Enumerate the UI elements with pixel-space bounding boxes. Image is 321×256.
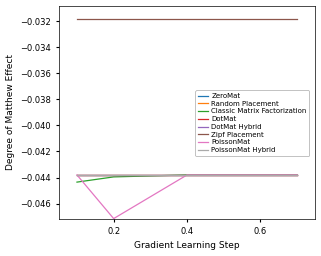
Zipf Placement <box>295 17 299 20</box>
Zipf Placement <box>112 17 116 20</box>
PoissonMat Hybrid <box>295 173 299 176</box>
Line: Classic Matrix Factorization: Classic Matrix Factorization <box>77 175 297 182</box>
PoissonMat <box>185 173 189 176</box>
PoissonMat <box>75 173 79 176</box>
ZeroMat <box>75 173 79 176</box>
Zipf Placement <box>75 17 79 20</box>
DotMat <box>185 173 189 176</box>
DotMat <box>112 173 116 176</box>
DotMat <box>75 173 79 176</box>
DotMat Hybrid <box>295 173 299 176</box>
Classic Matrix Factorization <box>75 180 79 184</box>
Classic Matrix Factorization <box>295 173 299 176</box>
Random Placement <box>75 173 79 176</box>
PoissonMat Hybrid <box>112 173 116 176</box>
Legend: ZeroMat, Random Placement, Classic Matrix Factorization, DotMat, DotMat Hybrid, : ZeroMat, Random Placement, Classic Matri… <box>195 90 309 156</box>
Classic Matrix Factorization <box>112 175 116 178</box>
ZeroMat <box>112 173 116 176</box>
Random Placement <box>112 173 116 176</box>
Random Placement <box>185 173 189 176</box>
PoissonMat Hybrid <box>185 173 189 176</box>
Line: PoissonMat: PoissonMat <box>77 175 297 219</box>
DotMat Hybrid <box>112 173 116 176</box>
PoissonMat <box>112 217 116 220</box>
DotMat Hybrid <box>75 173 79 176</box>
X-axis label: Gradient Learning Step: Gradient Learning Step <box>134 241 240 250</box>
Zipf Placement <box>185 17 189 20</box>
ZeroMat <box>185 173 189 176</box>
PoissonMat <box>295 173 299 176</box>
DotMat <box>295 173 299 176</box>
Y-axis label: Degree of Matthew Effect: Degree of Matthew Effect <box>5 55 14 170</box>
ZeroMat <box>295 173 299 176</box>
Classic Matrix Factorization <box>185 173 189 176</box>
DotMat Hybrid <box>185 173 189 176</box>
PoissonMat Hybrid <box>75 173 79 176</box>
Random Placement <box>295 173 299 176</box>
